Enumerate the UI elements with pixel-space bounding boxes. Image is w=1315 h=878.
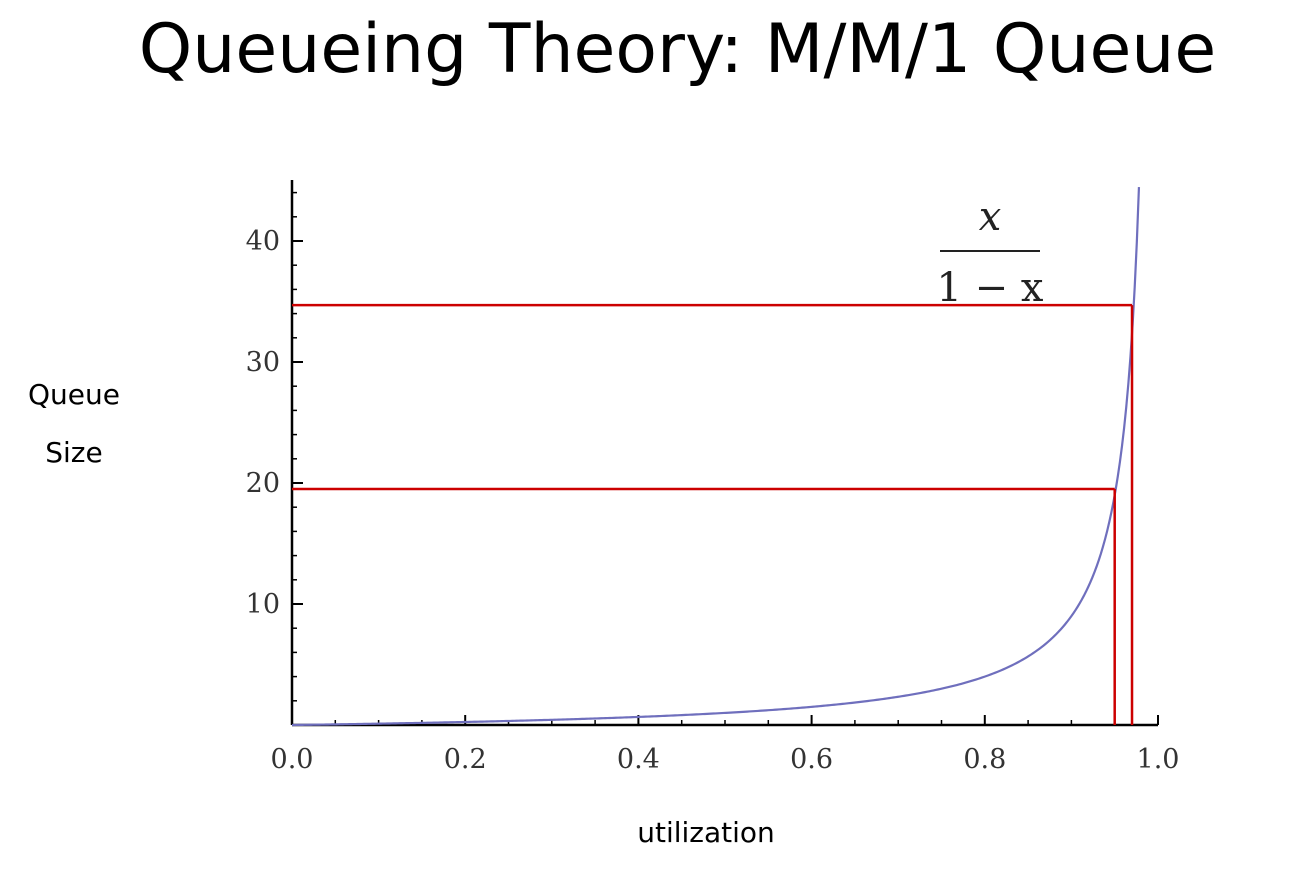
y-tick-label: 10 — [246, 589, 280, 620]
x-tick-label: 1.0 — [1137, 744, 1180, 775]
x-tick-label: 0.2 — [444, 744, 487, 775]
series-line-x-over-1-minus-x — [291, 187, 1141, 727]
y-tick-label: 40 — [246, 226, 280, 257]
x-tick-label: 0.8 — [963, 744, 1006, 775]
y-tick-label: 30 — [246, 347, 280, 378]
formula-denominator: 1 − x — [937, 265, 1044, 311]
x-axis-label: utilization — [637, 816, 775, 849]
y-axis-label-line-2: Size — [45, 436, 103, 469]
x-tick-label: 0.0 — [271, 744, 314, 775]
slide-title: Queueing Theory: M/M/1 Queue — [138, 10, 1217, 89]
x-tick-label: 0.4 — [617, 744, 660, 775]
curve-layer — [291, 187, 1141, 727]
axes: 0.0 0.2 0.4 0.6 0.8 1.0 10 20 30 40 — [246, 180, 1180, 775]
formula-annotation: x 1 − x — [937, 194, 1044, 311]
formula-numerator: x — [979, 194, 1002, 240]
x-tick-label: 0.6 — [790, 744, 833, 775]
y-axis-label-line-1: Queue — [28, 378, 120, 411]
y-tick-label: 20 — [246, 468, 280, 499]
reference-lines — [292, 303, 1134, 725]
